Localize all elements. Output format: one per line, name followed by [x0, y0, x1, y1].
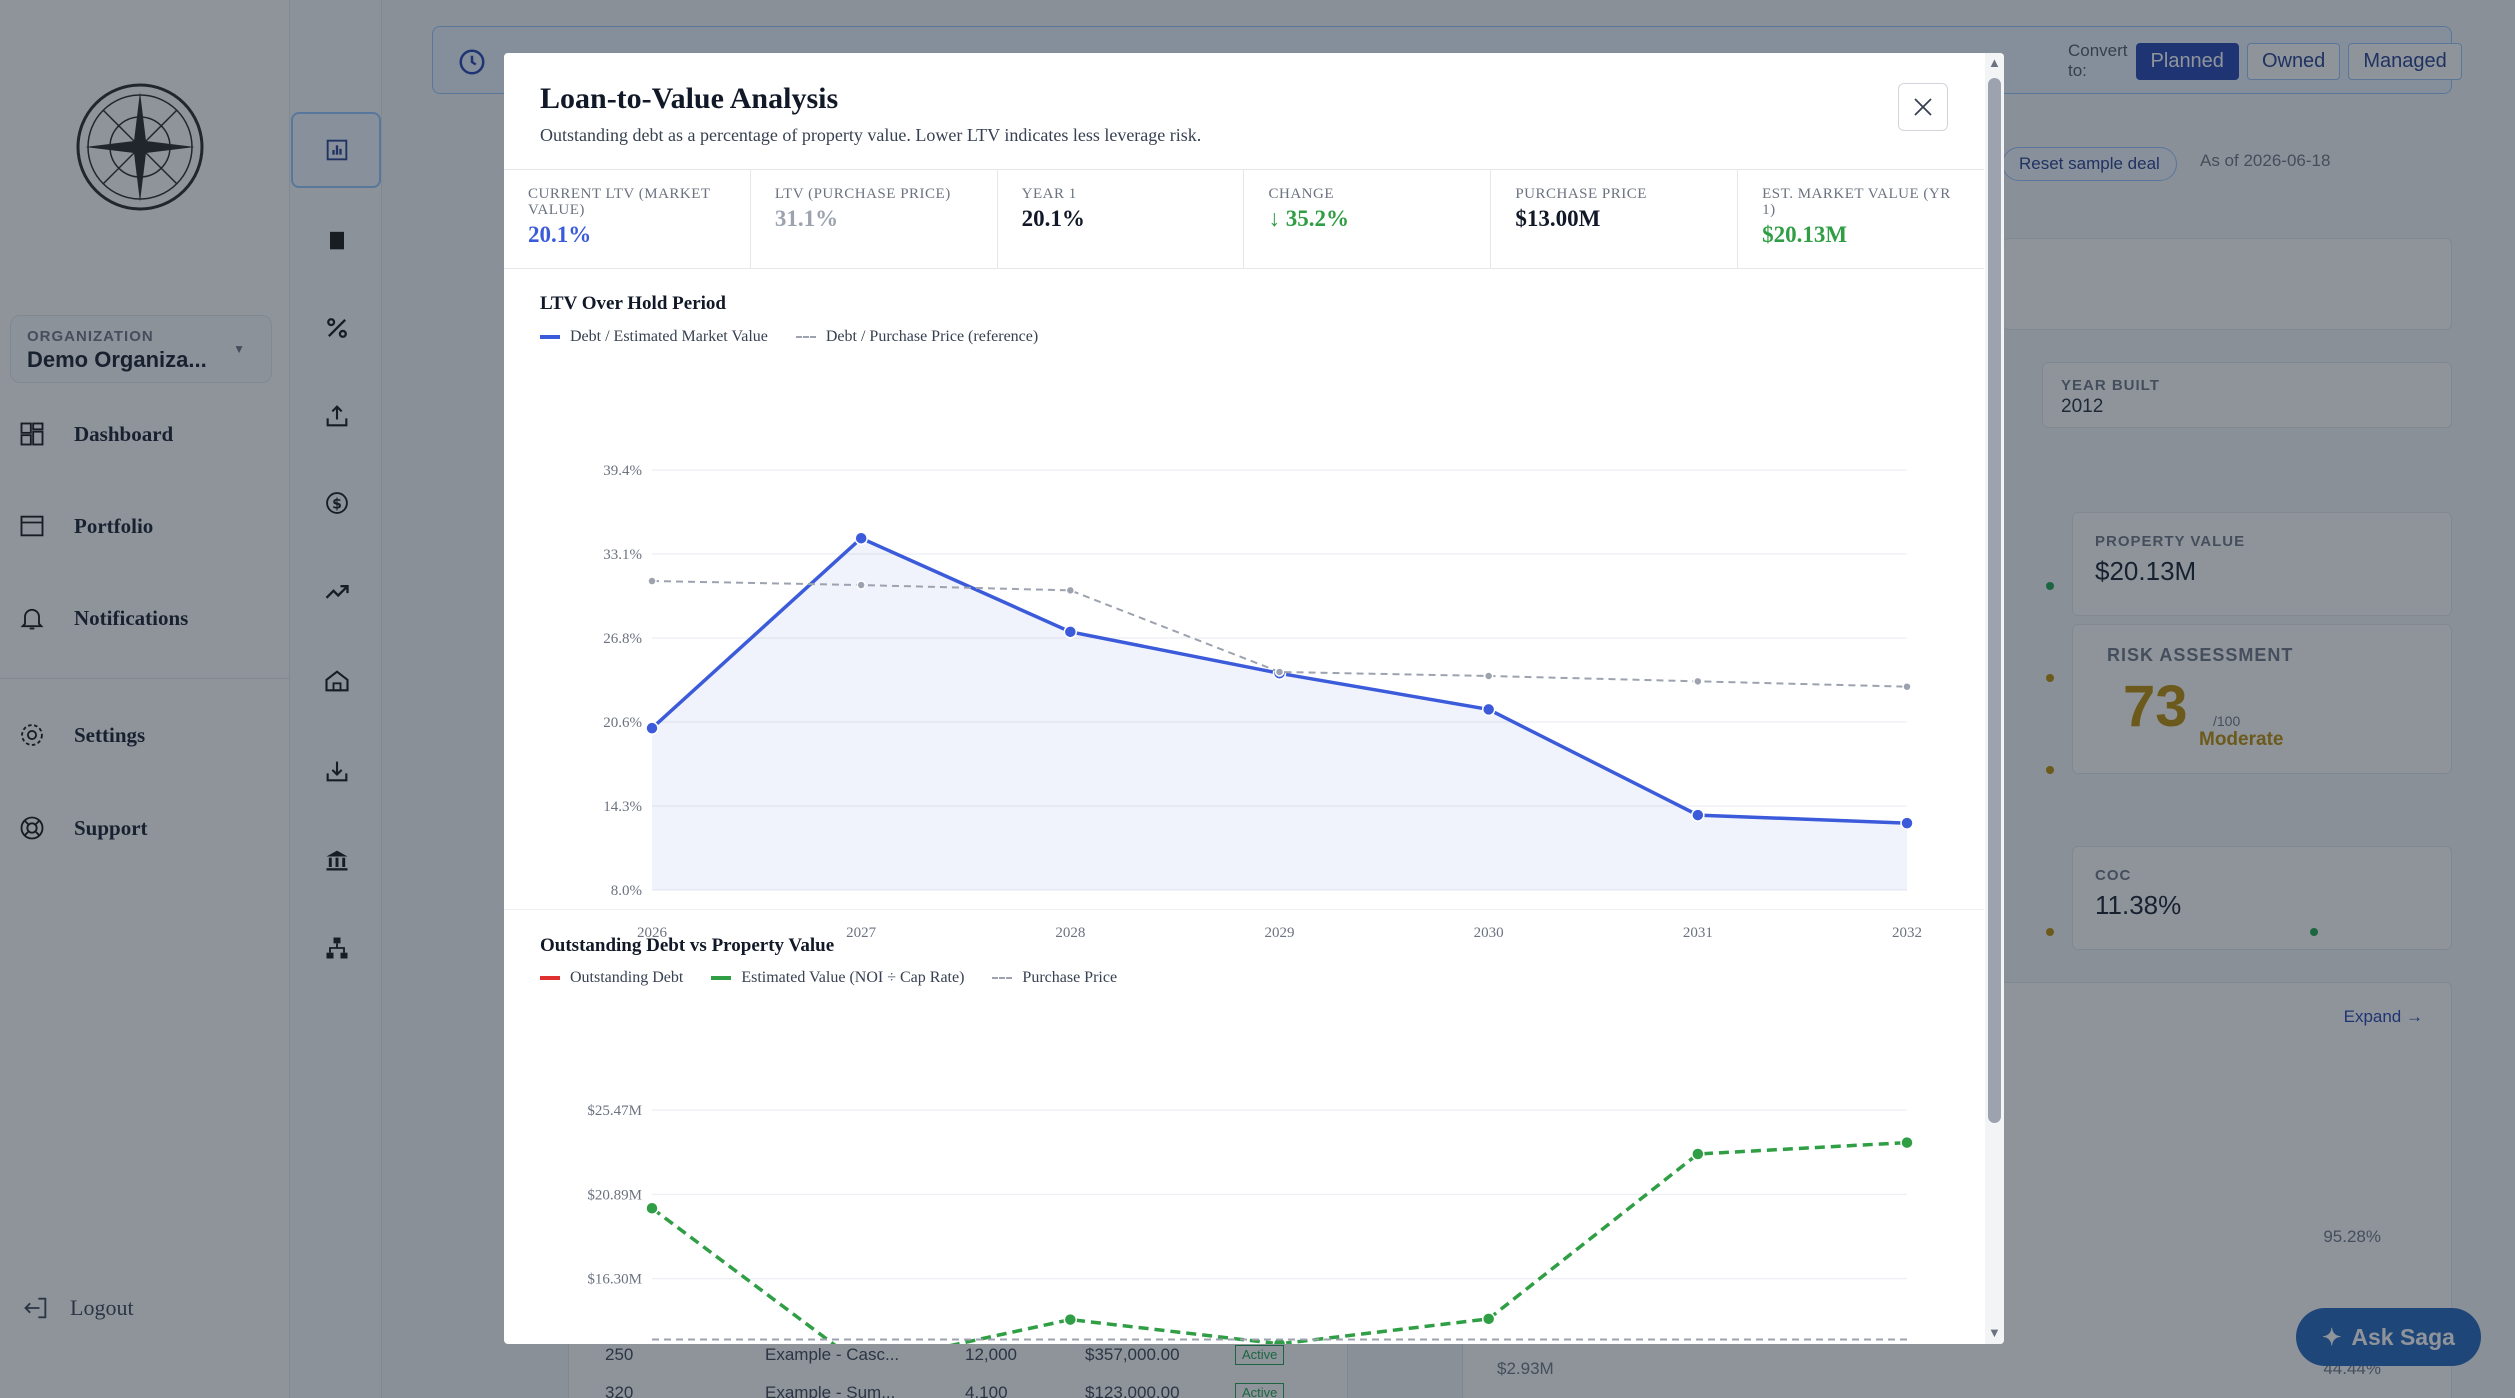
x-tick-label: 2027 — [846, 925, 877, 941]
close-icon — [1914, 98, 1932, 116]
scroll-down-arrow-icon[interactable]: ▼ — [1988, 1325, 2001, 1340]
data-point — [1902, 681, 1912, 692]
data-point — [1693, 676, 1703, 687]
stat-value: $13.00M — [1515, 206, 1601, 231]
y-tick-label: 33.1% — [603, 547, 642, 563]
ltv-chart: 8.0% 14.3% 20.6% 26.8% 33.1% 39.4% 2026 2027 202… — [603, 463, 1922, 941]
y-tick-label: 39.4% — [603, 463, 642, 479]
y-tick-label: $25.47M — [587, 1103, 642, 1119]
data-point — [645, 1201, 659, 1216]
data-point — [1065, 585, 1076, 596]
series-line — [650, 1140, 1908, 1344]
data-point — [854, 531, 868, 545]
stat-change: Change ↓ 35.2% — [1244, 170, 1492, 268]
x-tick-label: 2028 — [1055, 925, 1085, 941]
debt-chart-legend: Outstanding Debt Estimated Value (NOI ÷ … — [540, 969, 1117, 987]
legend-item[interactable]: Purchase Price — [992, 969, 1117, 987]
stat-purchase-price: Purchase Price $13.00M — [1491, 170, 1739, 268]
stat-current-ltv: Current LTV (Market Value) 20.1% — [504, 170, 751, 268]
modal-subtitle: Outstanding debt as a percentage of prop… — [540, 125, 1202, 145]
legend-item[interactable]: Debt / Purchase Price (reference) — [795, 328, 1038, 346]
ltv-chart-title: LTV Over Hold Period — [540, 293, 726, 314]
x-tick-label: 2026 — [637, 925, 668, 941]
ltv-analysis-modal: Loan-to-Value Analysis Outstanding debt … — [504, 53, 2004, 1344]
legend-swatch — [711, 976, 732, 980]
chart-separator — [504, 909, 1984, 910]
data-point — [1481, 1312, 1496, 1326]
legend-item[interactable]: Outstanding Debt — [540, 969, 683, 987]
ltv-stats-row: Current LTV (Market Value) 20.1% LTV (Pu… — [504, 169, 1984, 269]
data-point — [1063, 1312, 1078, 1327]
y-tick-label: 20.6% — [603, 715, 642, 731]
stat-value: 31.1% — [774, 206, 839, 231]
legend-item[interactable]: Debt / Estimated Market Value — [540, 328, 768, 346]
stat-est-market-value: Est. Market Value (Yr 1) $20.13M — [1738, 170, 1984, 268]
data-point — [1481, 702, 1496, 717]
stat-value: ↓ 35.2% — [1268, 206, 1349, 231]
debt-chart: $11.72M$16.30M$20.89M$25.47M — [587, 1103, 1914, 1344]
stat-value: 20.1% — [1021, 206, 1085, 231]
data-point — [645, 721, 659, 735]
x-tick-label: 2030 — [1474, 925, 1504, 941]
legend-swatch — [540, 335, 560, 339]
x-tick-label: 2031 — [1683, 925, 1713, 941]
legend-swatch — [992, 977, 1013, 979]
data-point — [1691, 1147, 1705, 1161]
modal-title: Loan-to-Value Analysis — [540, 82, 839, 115]
data-point — [647, 576, 657, 586]
legend-item[interactable]: Estimated Value (NOI ÷ Cap Rate) — [711, 969, 964, 987]
scroll-up-arrow-icon[interactable]: ▲ — [1988, 55, 2001, 70]
stat-ltv-purchase: LTV (Purchase Price) 31.1% — [751, 170, 998, 268]
ltv-chart-legend: Debt / Estimated Market Value Debt / Pur… — [540, 328, 1038, 346]
data-point — [1691, 808, 1705, 822]
close-button[interactable] — [1898, 83, 1948, 131]
x-tick-label: 2032 — [1892, 925, 1922, 941]
data-point — [1900, 1135, 1914, 1150]
y-tick-label: 26.8% — [603, 631, 642, 647]
y-tick-label: 14.3% — [603, 799, 642, 815]
debt-chart-title: Outstanding Debt vs Property Value — [540, 935, 835, 956]
stat-value: 20.1% — [528, 222, 592, 247]
data-point — [1483, 671, 1494, 681]
data-point — [1274, 667, 1285, 677]
data-point — [1900, 816, 1914, 830]
y-tick-label: 8.0% — [611, 883, 642, 899]
series-area — [652, 538, 1907, 890]
y-tick-label: $20.89M — [587, 1187, 642, 1203]
stat-year-1: Year 1 20.1% — [998, 170, 1245, 268]
modal-scrollbar-thumb[interactable] — [1988, 78, 2001, 1123]
y-tick-label: $16.30M — [587, 1272, 642, 1288]
data-point — [1063, 625, 1078, 639]
x-tick-label: 2029 — [1265, 925, 1295, 941]
stat-value: $20.13M — [1762, 222, 1848, 247]
legend-swatch — [540, 976, 560, 980]
legend-swatch — [795, 336, 816, 338]
data-point — [856, 580, 866, 590]
